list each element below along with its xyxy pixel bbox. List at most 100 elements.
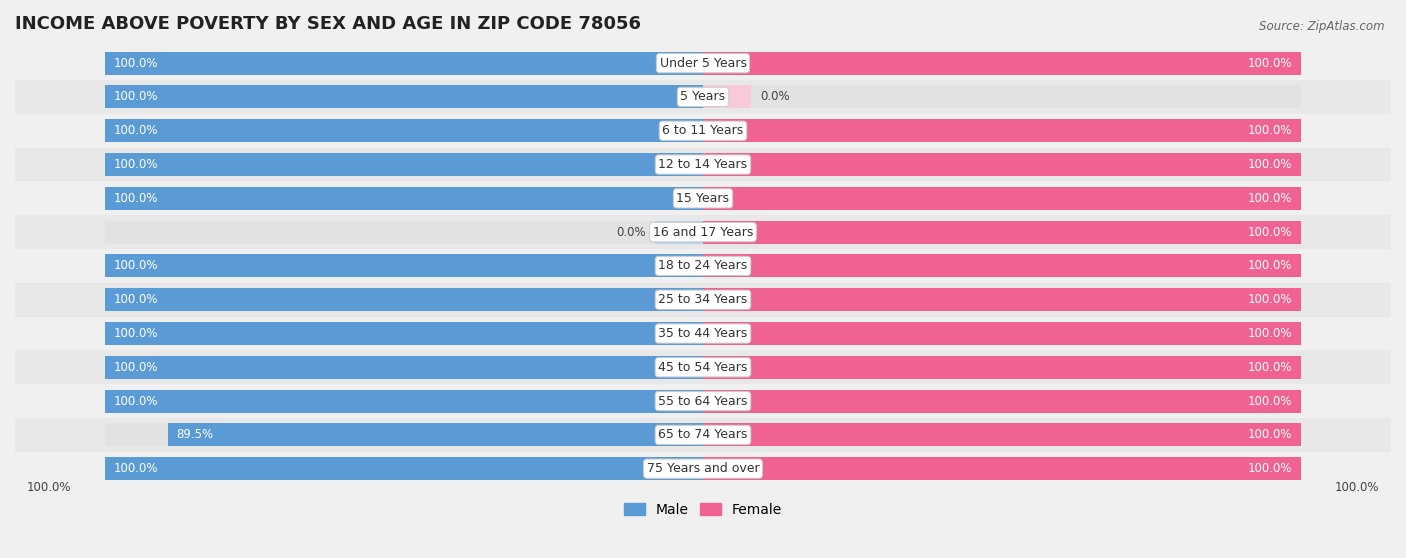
Bar <box>104 153 703 176</box>
Bar <box>104 288 703 311</box>
Bar <box>703 153 1302 176</box>
Bar <box>104 187 703 210</box>
Bar <box>0 316 1406 350</box>
Text: 65 to 74 Years: 65 to 74 Years <box>658 429 748 441</box>
Bar <box>104 457 703 480</box>
Bar <box>703 119 1302 142</box>
Bar <box>104 322 703 345</box>
Text: 0.0%: 0.0% <box>617 225 647 239</box>
Bar <box>0 215 1406 249</box>
Bar <box>703 254 1302 277</box>
Bar <box>703 119 1302 142</box>
Text: 100.0%: 100.0% <box>1247 124 1292 137</box>
Bar <box>703 389 1302 412</box>
Bar <box>0 384 1406 418</box>
Bar <box>104 424 703 446</box>
Legend: Male, Female: Male, Female <box>619 497 787 522</box>
Bar <box>104 254 703 277</box>
Bar <box>104 85 703 108</box>
Bar <box>104 52 703 75</box>
Text: 100.0%: 100.0% <box>114 90 159 103</box>
Text: 100.0%: 100.0% <box>1247 259 1292 272</box>
Text: 100.0%: 100.0% <box>1247 361 1292 374</box>
Bar <box>104 220 703 244</box>
Bar <box>104 119 703 142</box>
Bar <box>104 389 703 412</box>
Text: 100.0%: 100.0% <box>114 361 159 374</box>
Bar <box>703 356 1302 379</box>
Bar <box>104 52 703 75</box>
Bar <box>0 452 1406 485</box>
Bar <box>703 220 1302 244</box>
Text: 100.0%: 100.0% <box>1334 481 1379 494</box>
Bar <box>703 356 1302 379</box>
Text: 100.0%: 100.0% <box>1247 57 1292 70</box>
Text: 100.0%: 100.0% <box>27 481 72 494</box>
Text: 100.0%: 100.0% <box>1247 192 1292 205</box>
Bar <box>703 288 1302 311</box>
Bar <box>703 220 1302 244</box>
Bar <box>703 389 1302 412</box>
Text: 55 to 64 Years: 55 to 64 Years <box>658 395 748 407</box>
Text: 100.0%: 100.0% <box>114 158 159 171</box>
Text: 25 to 34 Years: 25 to 34 Years <box>658 293 748 306</box>
Text: 100.0%: 100.0% <box>114 259 159 272</box>
Text: 75 Years and over: 75 Years and over <box>647 462 759 475</box>
Bar <box>703 322 1302 345</box>
Bar <box>104 356 703 379</box>
Bar <box>703 424 1302 446</box>
Text: 100.0%: 100.0% <box>114 395 159 407</box>
Text: 12 to 14 Years: 12 to 14 Years <box>658 158 748 171</box>
Text: 0.0%: 0.0% <box>759 90 789 103</box>
Text: INCOME ABOVE POVERTY BY SEX AND AGE IN ZIP CODE 78056: INCOME ABOVE POVERTY BY SEX AND AGE IN Z… <box>15 15 641 33</box>
Text: 100.0%: 100.0% <box>1247 462 1292 475</box>
Bar <box>167 424 703 446</box>
Text: Source: ZipAtlas.com: Source: ZipAtlas.com <box>1260 20 1385 32</box>
Bar <box>0 283 1406 316</box>
Text: 100.0%: 100.0% <box>1247 158 1292 171</box>
Bar <box>703 187 1302 210</box>
Bar <box>0 249 1406 283</box>
Bar <box>703 288 1302 311</box>
Bar <box>104 457 703 480</box>
Bar <box>104 389 703 412</box>
Bar <box>0 350 1406 384</box>
Text: 15 Years: 15 Years <box>676 192 730 205</box>
Text: 89.5%: 89.5% <box>177 429 214 441</box>
Bar <box>703 254 1302 277</box>
Bar <box>703 424 1302 446</box>
Text: 6 to 11 Years: 6 to 11 Years <box>662 124 744 137</box>
Text: 100.0%: 100.0% <box>1247 327 1292 340</box>
Text: 100.0%: 100.0% <box>1247 225 1292 239</box>
Bar <box>703 322 1302 345</box>
Text: 100.0%: 100.0% <box>114 57 159 70</box>
Bar <box>104 187 703 210</box>
Text: 100.0%: 100.0% <box>114 293 159 306</box>
Text: 45 to 54 Years: 45 to 54 Years <box>658 361 748 374</box>
Bar <box>104 153 703 176</box>
Bar <box>104 322 703 345</box>
Bar <box>703 153 1302 176</box>
Text: 35 to 44 Years: 35 to 44 Years <box>658 327 748 340</box>
Text: 100.0%: 100.0% <box>1247 395 1292 407</box>
Bar <box>0 181 1406 215</box>
Text: Under 5 Years: Under 5 Years <box>659 57 747 70</box>
Text: 100.0%: 100.0% <box>1247 429 1292 441</box>
Bar <box>703 52 1302 75</box>
Bar <box>703 457 1302 480</box>
Text: 100.0%: 100.0% <box>114 192 159 205</box>
Text: 16 and 17 Years: 16 and 17 Years <box>652 225 754 239</box>
Bar <box>703 52 1302 75</box>
Text: 18 to 24 Years: 18 to 24 Years <box>658 259 748 272</box>
Bar <box>0 46 1406 80</box>
Bar <box>0 114 1406 148</box>
Text: 100.0%: 100.0% <box>114 327 159 340</box>
Bar <box>703 457 1302 480</box>
Bar <box>104 356 703 379</box>
Bar <box>703 85 751 108</box>
Bar <box>104 85 703 108</box>
Bar <box>655 220 703 244</box>
Text: 100.0%: 100.0% <box>114 462 159 475</box>
Bar <box>104 119 703 142</box>
Text: 100.0%: 100.0% <box>114 124 159 137</box>
